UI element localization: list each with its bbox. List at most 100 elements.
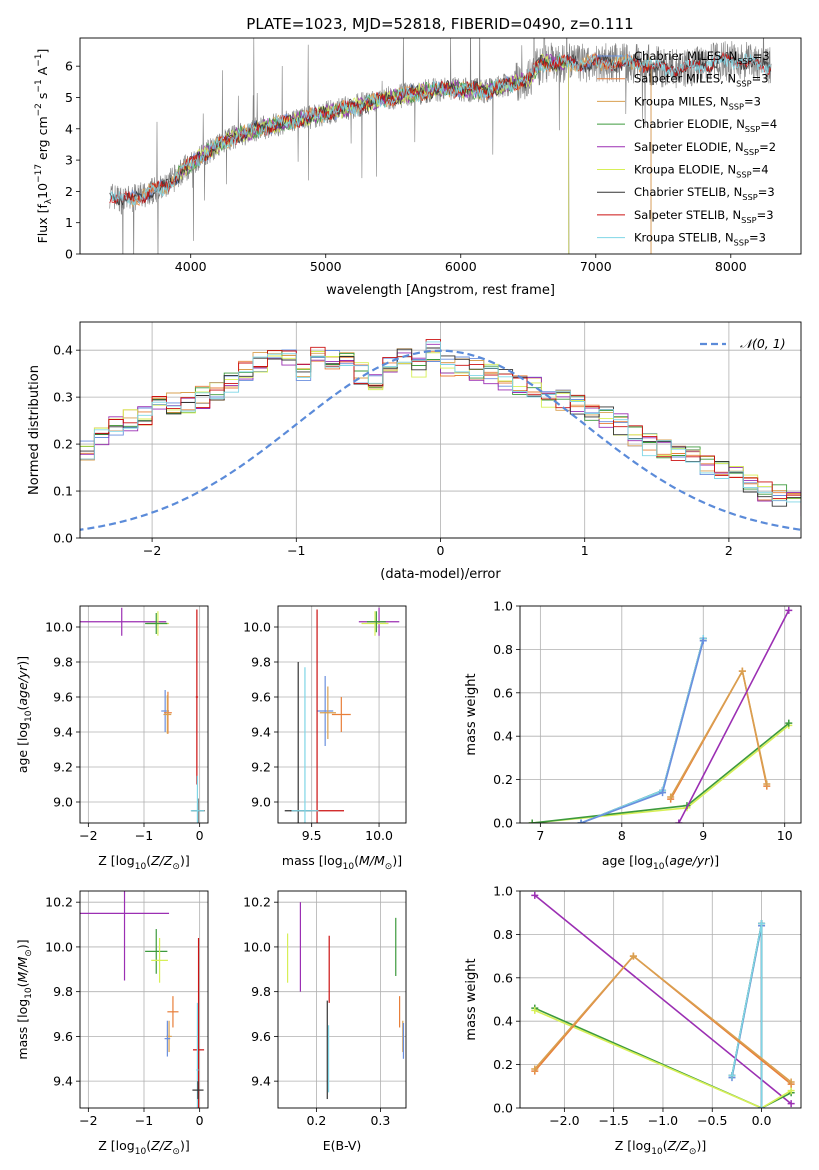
y-tick-label: 2 [65, 184, 73, 199]
y-tick-label: 9.8 [251, 655, 271, 670]
axes-frame [277, 890, 407, 1109]
model-kroupa-stelib [109, 52, 772, 206]
weight-marker [675, 819, 683, 823]
y-tick-label: 10.0 [243, 620, 271, 635]
y-axis-label: Normed distribution [27, 365, 42, 495]
y-tick-label: 9.2 [53, 760, 73, 775]
x-tick-label: 0 [196, 828, 204, 843]
y-tick-label: 10.2 [243, 895, 271, 910]
y-tick-label: 5 [65, 90, 73, 105]
y-tick-label: 9.6 [53, 690, 73, 705]
y-axis-label: mass [log10(M/M⊙)] [15, 939, 34, 1059]
weight-marker [577, 819, 585, 823]
x-tick-label: 5000 [310, 259, 342, 274]
y-tick-label: 9.2 [251, 760, 271, 775]
axes-weight-vs-Z: −2.0 −1.5 −1.0 −0.5 0.0 0.0 0.2 0.4 0.6 0.8 1.0 Z [… [464, 884, 802, 1157]
y-axis-label: Flux [fλ10−17 erg cm−2 s−1 A−1] [34, 49, 54, 244]
x-tick-label: 10 [777, 828, 793, 843]
x-axis-label: Z [log10(Z/Z⊙)] [98, 853, 189, 872]
weight-marker [758, 920, 766, 928]
x-axis-label: wavelength [Angstrom, rest frame] [326, 283, 555, 298]
weight-marker [787, 1087, 795, 1095]
weight-marker [667, 793, 675, 801]
weight-line [534, 1009, 792, 1108]
y-tick-label: 9.6 [53, 1029, 73, 1044]
weight-marker [738, 667, 746, 675]
weight-marker [531, 1006, 539, 1014]
axes-mass-vs-Z: −2 −1 0 9.4 9.6 9.8 10.0 10.2 Z [log10(Z/Z⊙)] mas… [15, 890, 209, 1157]
legend-label: Kroupa ELODIE, NSSP=4 [634, 163, 769, 180]
weight-line [678, 609, 790, 823]
y-tick-label: 1 [65, 215, 73, 230]
weight-line [580, 638, 705, 823]
hist-kroupa-miles [80, 348, 801, 509]
y-tick-label: 0 [65, 247, 73, 262]
axes-weight-vs-age: 7 8 9 10 0.0 0.2 0.4 0.6 0.8 1.0 age [log10(age/yr… [464, 599, 802, 872]
hist-chabrier-stelib [80, 347, 801, 507]
legend-label: Kroupa MILES, NSSP=3 [634, 94, 761, 111]
x-tick-label: 2 [725, 543, 733, 558]
spectrum-legend: Chabrier MILES, NSSP=3 Salpeter MILES, NS… [597, 49, 777, 248]
y-tick-label: 4 [65, 121, 73, 136]
y-axis-label: mass weight [464, 958, 479, 1040]
y-tick-label: 0.1 [53, 484, 73, 499]
axes-frame [79, 321, 802, 539]
y-tick-label: 10.0 [243, 939, 271, 954]
y-tick-label: 9.0 [251, 795, 271, 810]
x-tick-label: 7000 [580, 259, 612, 274]
axes-frame [79, 37, 802, 255]
hist-salpeter-stelib [80, 339, 801, 510]
weight-line [532, 722, 790, 823]
hist-chabrier-elodie [80, 349, 801, 504]
y-tick-label: 0.0 [493, 816, 513, 831]
x-tick-label: 6000 [445, 259, 477, 274]
plot-area-age-vs-mass [284, 607, 400, 823]
x-tick-label: −2 [143, 543, 161, 558]
plot-area-mass-vs-ebv [287, 902, 405, 1100]
axes-age-vs-Z: −2 −1 0 9.0 9.2 9.4 9.6 9.8 10.0 Z [log10(Z/Z⊙)] a… [15, 605, 209, 872]
x-axis-label: (data-model)/error [380, 567, 501, 582]
weight-marker [787, 1078, 795, 1086]
x-tick-label: 0.3 [370, 1113, 390, 1128]
weight-marker [659, 789, 667, 797]
y-tick-label: 0.6 [493, 970, 513, 985]
weight-marker [531, 891, 539, 899]
x-tick-label: 8 [618, 828, 626, 843]
y-axis-label: age [log10(age/yr)] [15, 656, 34, 773]
plot-area-weight-vs-age [528, 606, 793, 823]
y-tick-label: 10.0 [45, 939, 73, 954]
x-tick-label: 0 [196, 1113, 204, 1128]
y-tick-label: 9.8 [251, 984, 271, 999]
y-tick-label: 1.0 [493, 884, 513, 899]
y-tick-label: 9.0 [53, 795, 73, 810]
x-axis-label: Z [log10(Z/Z⊙)] [615, 1138, 706, 1157]
normal-curve [80, 349, 801, 531]
weight-marker [758, 1104, 766, 1108]
x-tick-label: 0.2 [306, 1113, 326, 1128]
y-tick-label: 10.2 [45, 895, 73, 910]
axes-age-vs-mass: 9.5 10.0 9.0 9.2 9.4 9.6 9.8 10.0 mass [log10(M/… [243, 605, 407, 872]
y-tick-label: 0.4 [493, 1014, 513, 1029]
y-axis-label: mass weight [464, 673, 479, 755]
y-tick-label: 6 [65, 59, 73, 74]
y-tick-label: 1.0 [493, 599, 513, 614]
y-tick-label: 9.8 [53, 984, 73, 999]
axes-frame [277, 605, 407, 824]
x-tick-label: −1 [135, 828, 153, 843]
weight-marker [528, 819, 536, 823]
x-tick-label: 7 [536, 828, 544, 843]
x-tick-label: 0 [437, 543, 445, 558]
legend-label: Salpeter ELODIE, NSSP=2 [634, 140, 776, 157]
x-tick-label: −1 [287, 543, 305, 558]
y-tick-label: 9.4 [53, 1074, 73, 1089]
hist-kroupa-stelib [80, 341, 801, 503]
y-tick-label: 0.3 [53, 390, 73, 405]
x-tick-label: −0.5 [697, 1113, 727, 1128]
y-tick-label: 9.4 [251, 725, 271, 740]
plot-area-spectrum [109, 38, 772, 254]
axes-mass-vs-ebv: 0.2 0.3 9.4 9.6 9.8 10.0 10.2 E(B-V) [243, 890, 407, 1153]
y-tick-label: 3 [65, 153, 73, 168]
y-tick-label: 0.8 [493, 927, 513, 942]
y-tick-label: 10.0 [45, 620, 73, 635]
